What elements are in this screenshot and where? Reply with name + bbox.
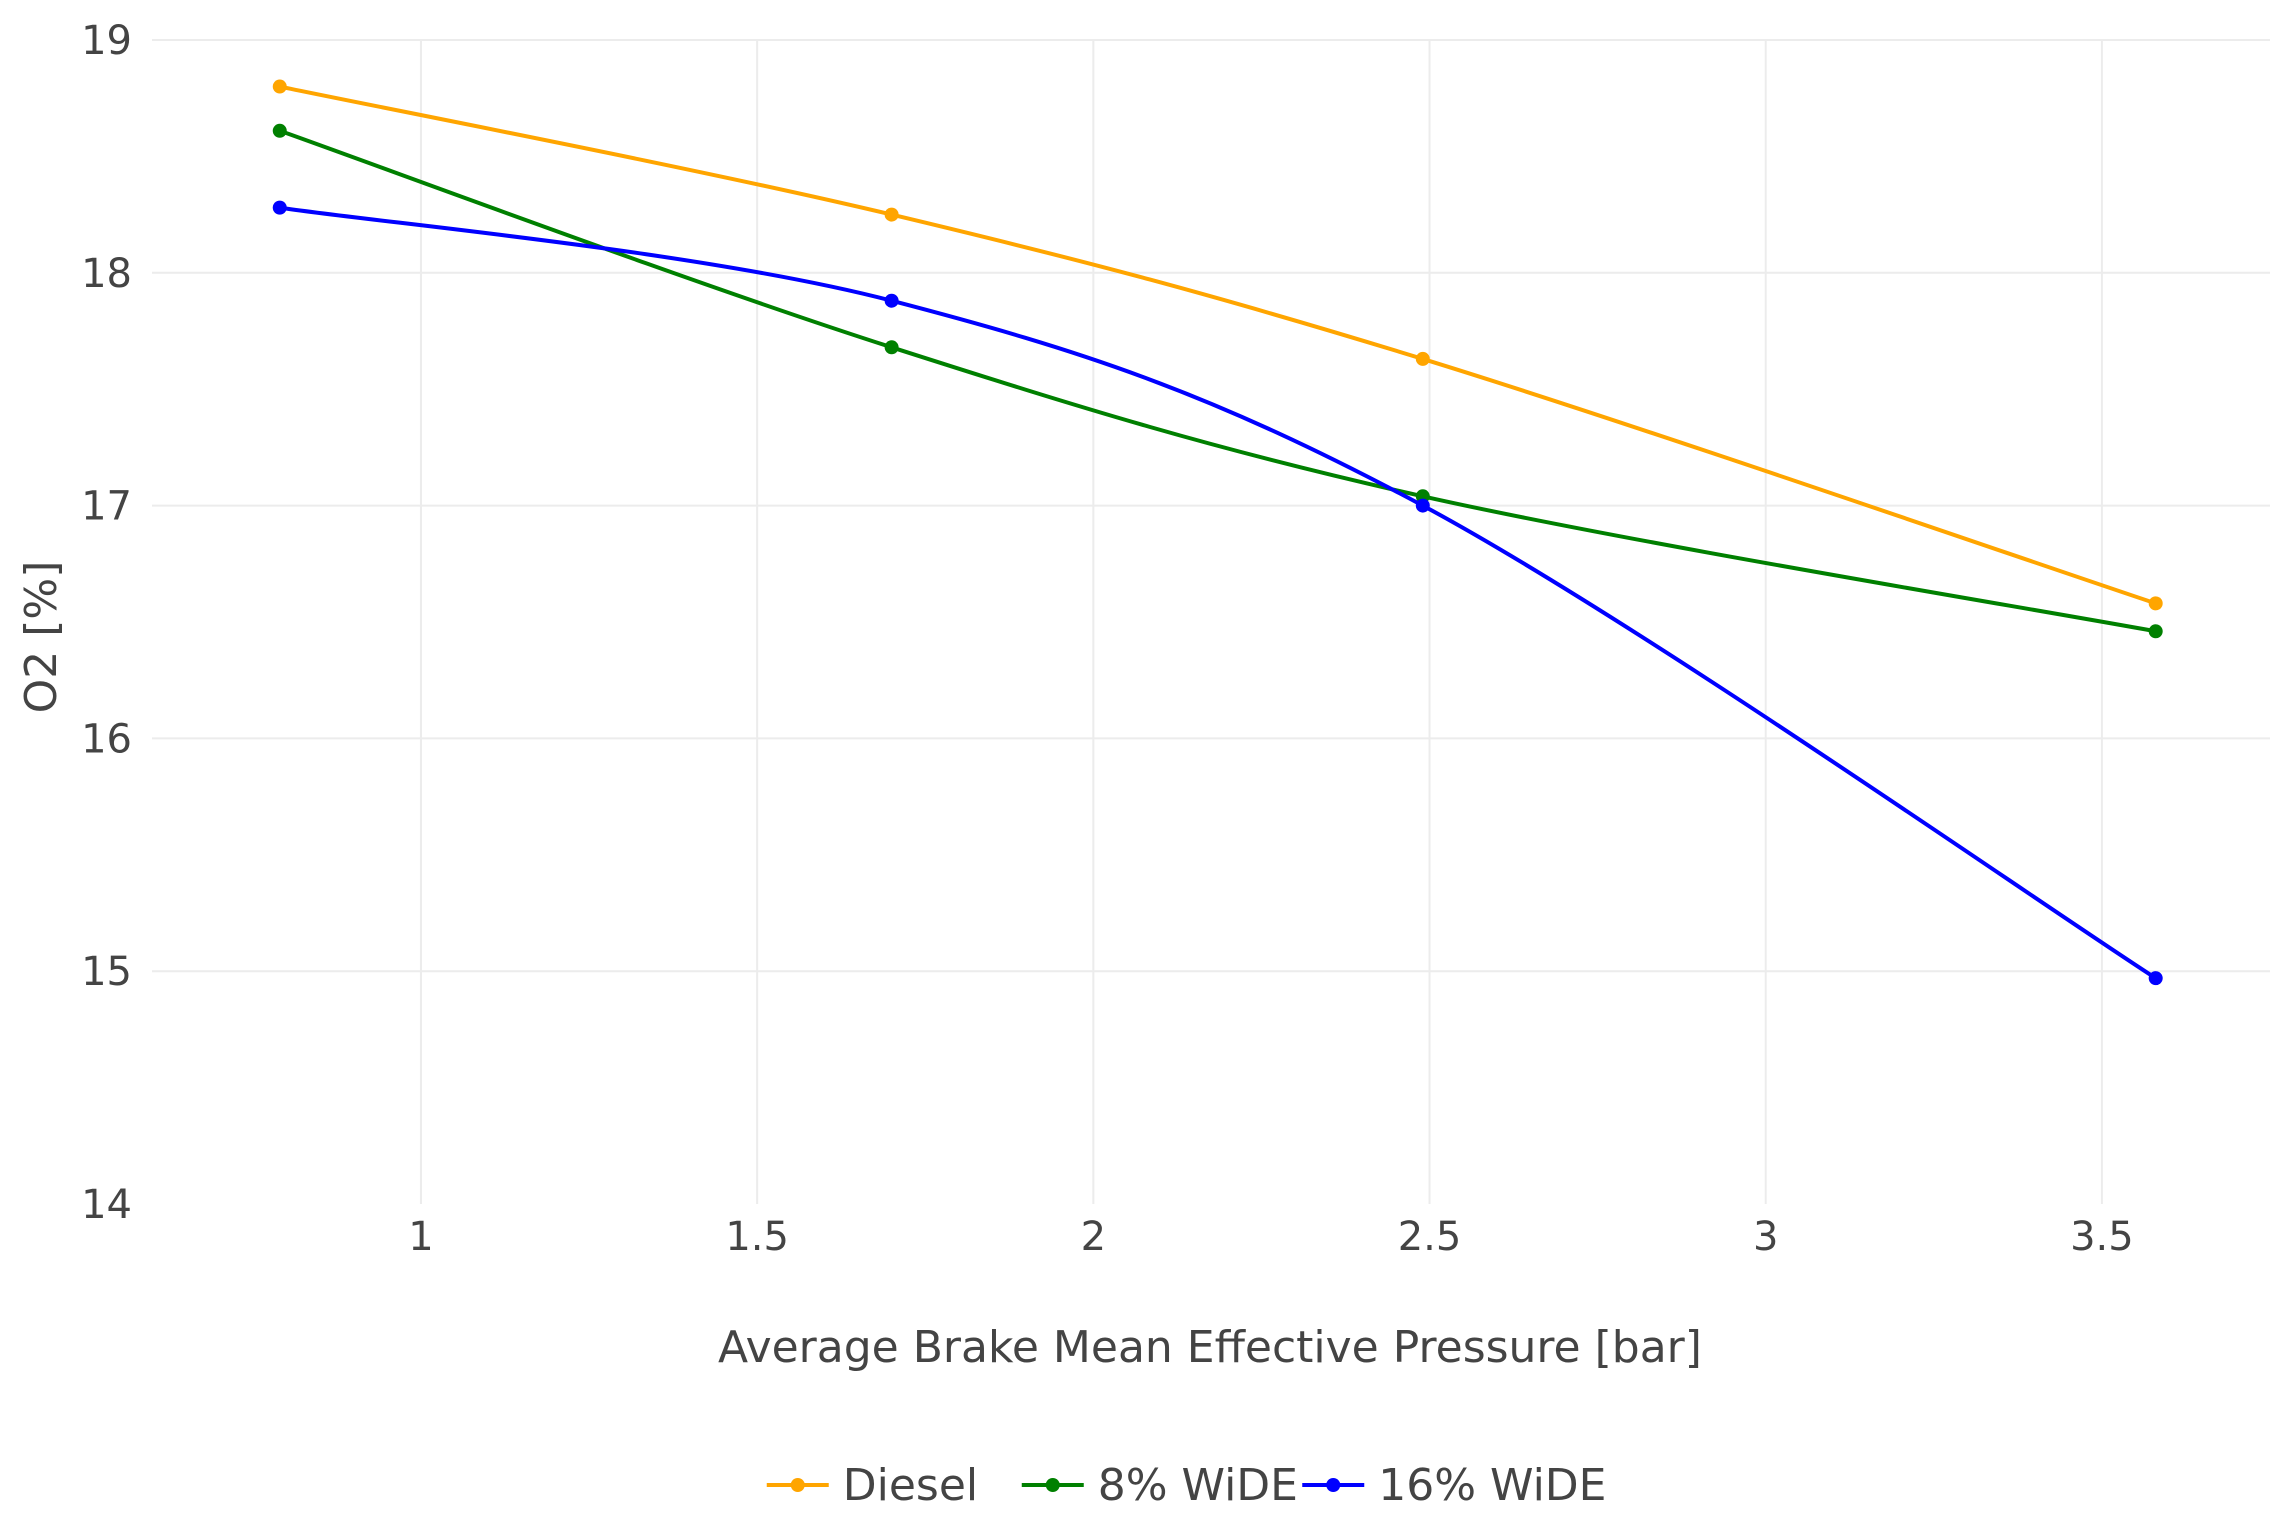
y-tick-label: 15 bbox=[81, 949, 132, 995]
y-tick-label: 19 bbox=[81, 18, 132, 64]
legend: Diesel 8% WiDE 16% WiDE bbox=[766, 1460, 1606, 1511]
legend-swatch-marker bbox=[790, 1478, 805, 1492]
data-point bbox=[1415, 351, 1430, 366]
x-tick-label: 3.5 bbox=[2070, 1214, 2134, 1260]
grid bbox=[152, 39, 2270, 1204]
data-point bbox=[272, 123, 287, 138]
legend-label: 8% WiDE bbox=[1098, 1460, 1298, 1511]
legend-item[interactable]: Diesel bbox=[766, 1460, 978, 1511]
series-line bbox=[279, 128, 2157, 634]
y-tick-label: 16 bbox=[81, 716, 132, 762]
y-tick-label: 14 bbox=[81, 1182, 132, 1228]
data-point bbox=[2148, 624, 2163, 639]
series-line bbox=[279, 84, 2157, 606]
legend-swatch-marker bbox=[1326, 1478, 1341, 1492]
data-point bbox=[2148, 971, 2163, 986]
data-point bbox=[272, 200, 287, 215]
data-point bbox=[272, 79, 287, 94]
data-point bbox=[884, 340, 899, 355]
x-tick-label: 2 bbox=[1081, 1214, 1106, 1260]
data-point bbox=[1415, 498, 1430, 513]
series-line bbox=[279, 205, 2157, 980]
legend-label: 16% WiDE bbox=[1378, 1460, 1606, 1511]
data-point bbox=[884, 207, 899, 222]
series-8-wide bbox=[272, 123, 2163, 639]
y-axis-title: O2 [%] bbox=[16, 561, 67, 714]
data-point bbox=[884, 293, 899, 308]
y-axis: 14 15 16 17 18 19 bbox=[81, 18, 132, 1228]
x-tick-label: 1 bbox=[408, 1214, 433, 1260]
data-point bbox=[2148, 596, 2163, 611]
series-16-wide bbox=[272, 200, 2163, 986]
legend-label: Diesel bbox=[843, 1460, 978, 1511]
y-tick-label: 17 bbox=[81, 484, 132, 530]
series-diesel bbox=[272, 79, 2163, 611]
x-tick-label: 1.5 bbox=[725, 1214, 789, 1260]
x-tick-label: 3 bbox=[1753, 1214, 1778, 1260]
y-tick-label: 18 bbox=[81, 251, 132, 297]
x-tick-label: 2.5 bbox=[1398, 1214, 1462, 1260]
plot-area bbox=[272, 79, 2163, 986]
x-axis: 1 1.5 2 2.5 3 3.5 bbox=[408, 1214, 2133, 1260]
legend-swatch-marker bbox=[1045, 1478, 1060, 1492]
legend-item[interactable]: 8% WiDE bbox=[1021, 1460, 1298, 1511]
x-axis-title: Average Brake Mean Effective Pressure [b… bbox=[718, 1322, 1702, 1373]
legend-item[interactable]: 16% WiDE bbox=[1302, 1460, 1606, 1511]
